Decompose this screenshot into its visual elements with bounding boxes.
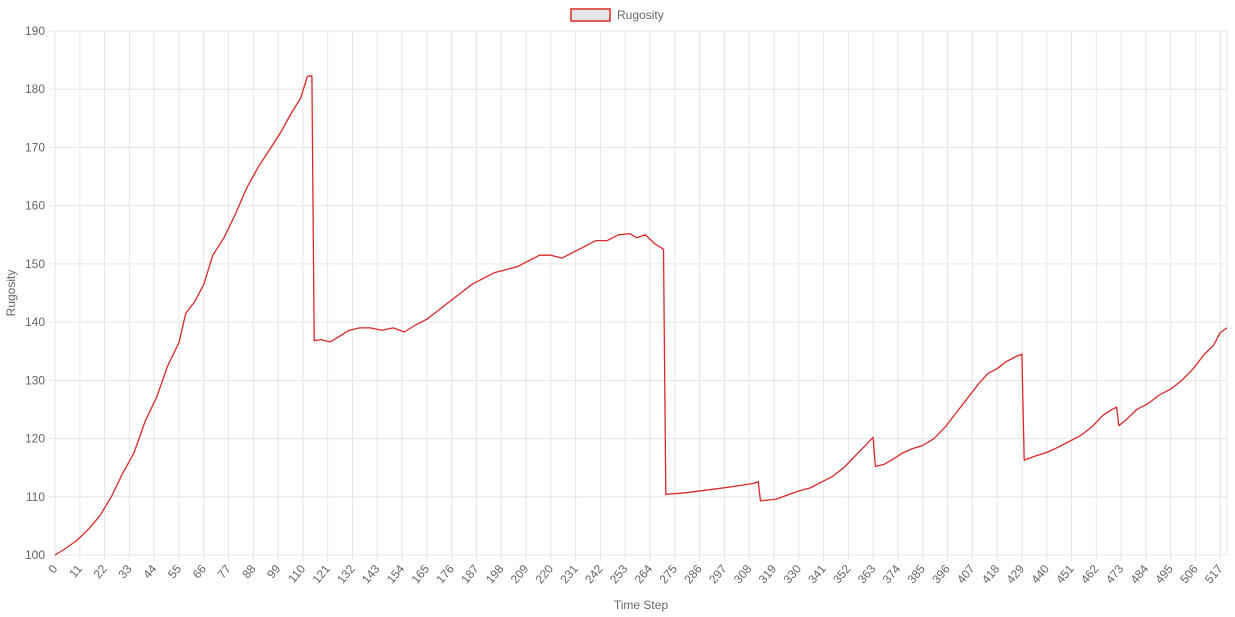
y-tick-label: 170	[25, 140, 45, 154]
x-axis-title: Time Step	[614, 598, 669, 612]
y-tick-label: 140	[25, 315, 45, 329]
x-tick-label: 319	[756, 562, 780, 587]
x-tick-label: 396	[929, 562, 953, 587]
x-tick-label: 132	[334, 562, 358, 587]
x-tick-label: 220	[533, 562, 557, 587]
x-axis: 0 11 22 33 44 55 66 77 88 99 110 121 132 143 154 165 176…	[45, 562, 1225, 587]
y-tick-label: 120	[25, 432, 45, 446]
x-tick-label: 88	[239, 562, 259, 581]
y-tick-label: 130	[25, 373, 45, 387]
x-tick-label: 286	[681, 562, 705, 587]
x-tick-label: 198	[483, 562, 507, 587]
x-tick-label: 418	[979, 562, 1003, 587]
x-tick-label: 275	[657, 562, 681, 587]
y-tick-label: 180	[25, 82, 45, 96]
x-tick-label: 165	[409, 562, 433, 587]
x-tick-label: 242	[582, 562, 606, 587]
x-tick-label: 231	[557, 562, 581, 587]
x-tick-label: 308	[731, 562, 755, 587]
x-tick-label: 22	[91, 562, 111, 581]
x-tick-label: 429	[1004, 562, 1028, 587]
x-tick-label: 176	[433, 562, 457, 587]
x-tick-label: 473	[1103, 562, 1127, 587]
y-tick-label: 150	[25, 257, 45, 271]
x-tick-label: 66	[190, 562, 210, 581]
x-tick-label: 55	[165, 562, 185, 581]
x-tick-label: 110	[285, 562, 308, 586]
x-tick-label: 264	[632, 562, 656, 587]
legend-label-rugosity[interactable]: Rugosity	[617, 8, 664, 22]
x-tick-label: 44	[140, 562, 160, 581]
x-tick-label: 451	[1053, 562, 1077, 587]
x-tick-label: 374	[880, 562, 904, 587]
y-tick-label: 160	[25, 199, 45, 213]
x-tick-label: 506	[1177, 562, 1201, 587]
x-tick-label: 385	[904, 562, 928, 587]
x-tick-label: 484	[1128, 562, 1152, 587]
y-tick-label: 110	[26, 490, 45, 504]
x-tick-label: 495	[1152, 562, 1176, 587]
x-tick-label: 209	[508, 562, 532, 587]
x-tick-label: 0	[45, 562, 60, 576]
y-axis-title: Rugosity	[4, 270, 18, 317]
x-tick-label: 77	[215, 562, 235, 581]
series-line-rugosity[interactable]	[54, 75, 1228, 556]
x-tick-label: 297	[706, 562, 730, 587]
x-tick-label: 187	[458, 562, 482, 587]
x-tick-label: 143	[359, 562, 383, 587]
x-tick-label: 33	[115, 562, 135, 581]
x-tick-label: 11	[66, 562, 85, 581]
grid	[49, 30, 1228, 561]
y-axis: 100 110 120 130 140 150 160 170 180 190	[25, 24, 45, 562]
x-tick-label: 352	[830, 562, 854, 587]
x-tick-label: 363	[855, 562, 879, 587]
x-tick-label: 440	[1028, 562, 1052, 587]
chart-legend[interactable]: Rugosity	[570, 8, 664, 22]
x-tick-label: 121	[309, 562, 333, 587]
x-tick-label: 517	[1202, 562, 1226, 587]
x-tick-label: 407	[954, 562, 978, 587]
x-tick-label: 341	[805, 562, 829, 587]
y-tick-label: 100	[25, 548, 45, 562]
y-tick-label: 190	[25, 24, 45, 38]
series-layer	[54, 75, 1228, 556]
x-tick-label: 253	[607, 562, 631, 587]
x-tick-label: 462	[1078, 562, 1102, 587]
legend-swatch-rugosity[interactable]	[570, 8, 611, 22]
x-tick-label: 330	[780, 562, 804, 587]
x-tick-label: 154	[384, 562, 408, 587]
x-tick-label: 99	[264, 562, 284, 581]
